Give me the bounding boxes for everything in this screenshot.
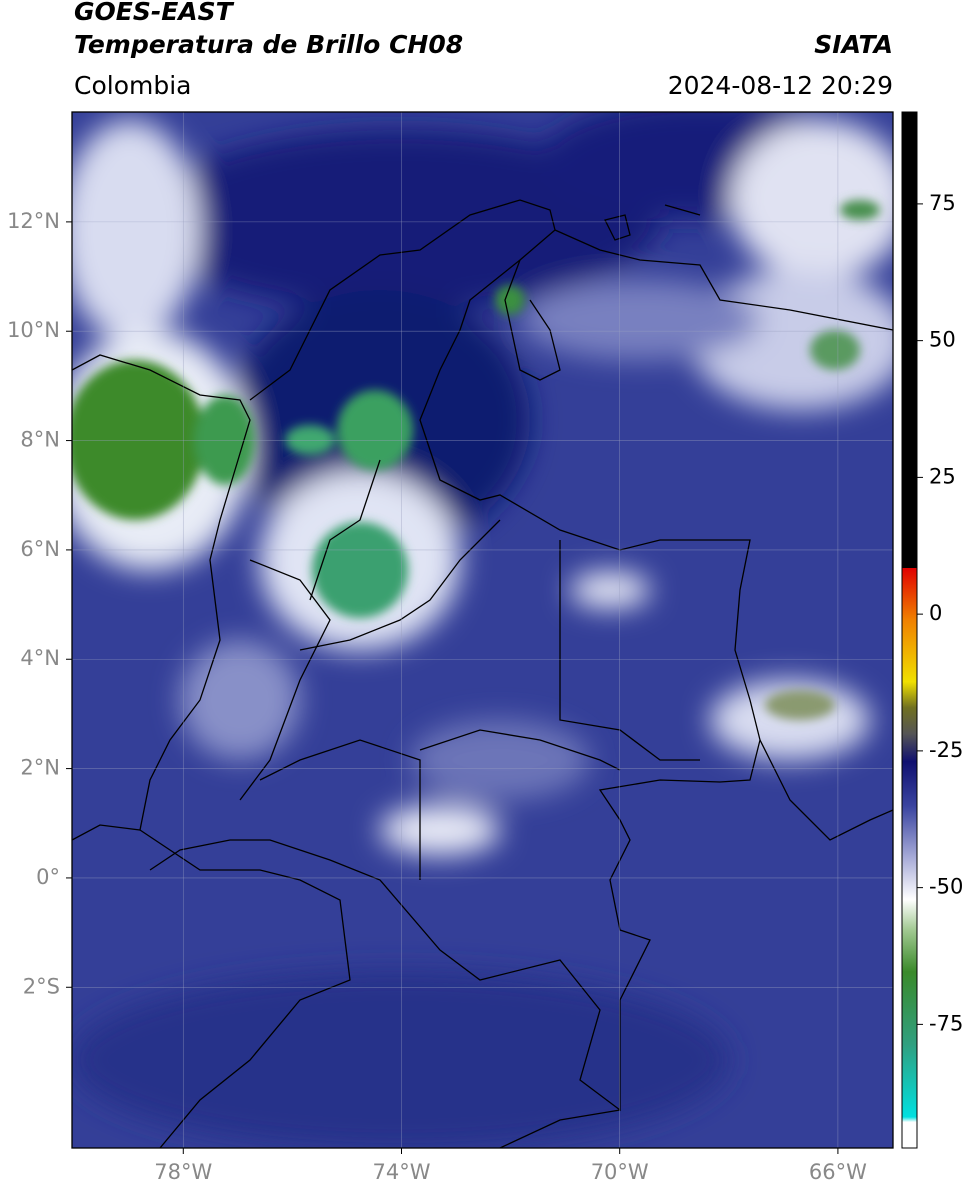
region: Colombia xyxy=(74,71,191,100)
lat-tick-label: 4°N xyxy=(20,646,60,670)
lat-tick-label: 6°N xyxy=(20,537,60,561)
lat-tick-label: 0° xyxy=(36,865,60,889)
colorbar-tick-label: 50 xyxy=(929,328,956,352)
colorbar-tick-label: 75 xyxy=(929,191,956,215)
source: SIATA xyxy=(814,30,893,59)
satellite: GOES-EAST xyxy=(74,0,235,26)
lat-tick-label: 2°S xyxy=(23,974,60,998)
lon-tick-label: 78°W xyxy=(154,1160,212,1184)
lat-tick-label: 12°N xyxy=(7,209,60,233)
map-frame xyxy=(71,111,894,1149)
colorbar-tick-label: -75 xyxy=(929,1011,963,1035)
colorbar-tick-label: 0 xyxy=(929,601,942,625)
satellite-image xyxy=(72,112,893,1148)
lat-tick-label: 8°N xyxy=(20,428,60,452)
lon-tick-label: 74°W xyxy=(372,1160,430,1184)
lon-tick-label: 70°W xyxy=(591,1160,649,1184)
colorbar-tick-label: 25 xyxy=(929,464,956,488)
title: Temperatura de Brillo CH08 xyxy=(74,30,463,59)
graticule xyxy=(72,112,893,1148)
lat-tick-label: 2°N xyxy=(20,756,60,780)
lon-tick-label: 66°W xyxy=(809,1160,867,1184)
datetime: 2024-08-12 20:29 xyxy=(668,71,893,100)
colorbar xyxy=(901,111,918,1149)
colorbar-tick-label: -25 xyxy=(929,738,963,762)
lat-tick-label: 10°N xyxy=(7,318,60,342)
colorbar-tick-label: -50 xyxy=(929,875,963,899)
